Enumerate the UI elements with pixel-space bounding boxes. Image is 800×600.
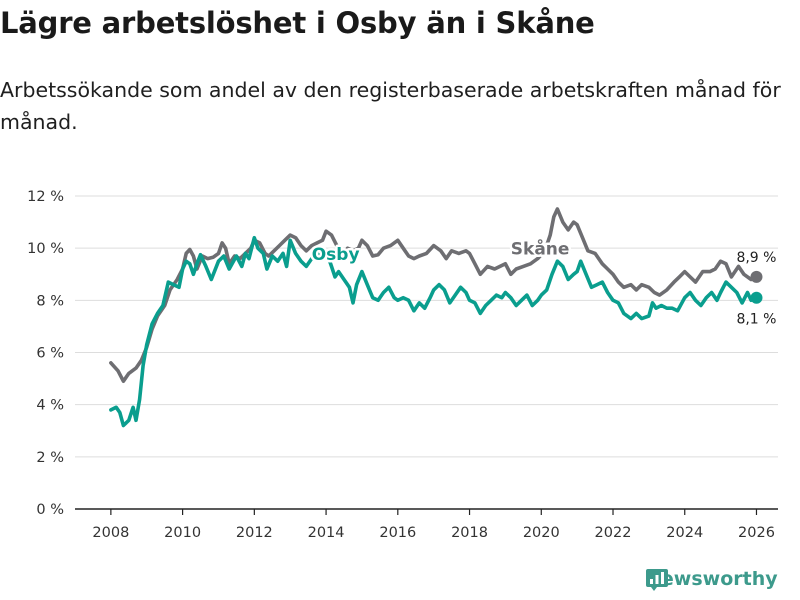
y-tick-label: 12 %	[27, 189, 64, 205]
end-point-skane	[750, 270, 763, 283]
brand-name: Newsworthy	[645, 568, 778, 590]
end-label-skane: 8,9 %	[736, 250, 776, 266]
y-tick-label: 4 %	[36, 398, 64, 414]
series-line-skane	[109, 207, 759, 383]
x-tick-label: 2026	[738, 525, 775, 541]
series-annotation-osby: Osby	[312, 245, 360, 265]
x-tick-label: 2012	[236, 525, 273, 541]
series-line-osby	[109, 235, 759, 428]
x-tick-label: 2016	[379, 525, 416, 541]
end-point-osby	[750, 291, 763, 304]
x-tick-label: 2020	[523, 525, 560, 541]
y-tick-label: 2 %	[36, 450, 64, 466]
series-annotation-skane: Skåne	[511, 238, 570, 260]
newsworthy-logo-icon	[646, 569, 668, 591]
y-tick-label: 10 %	[27, 241, 64, 257]
x-tick-label: 2014	[308, 525, 345, 541]
end-label-osby: 8,1 %	[736, 312, 776, 328]
x-tick-label: 2022	[595, 525, 632, 541]
x-tick-label: 2024	[666, 525, 703, 541]
page-title: Lägre arbetslöshet i Osby än i Skåne	[0, 6, 595, 40]
x-tick-label: 2018	[451, 525, 488, 541]
y-tick-label: 8 %	[36, 293, 64, 309]
subtitle: Arbetssökande som andel av den registerb…	[0, 78, 781, 134]
y-tick-label: 0 %	[36, 502, 64, 518]
x-tick-label: 2008	[92, 525, 129, 541]
x-tick-label: 2010	[164, 525, 201, 541]
newsworthy-brand[interactable]: Newsworthy	[645, 568, 778, 591]
y-tick-label: 6 %	[36, 346, 64, 362]
